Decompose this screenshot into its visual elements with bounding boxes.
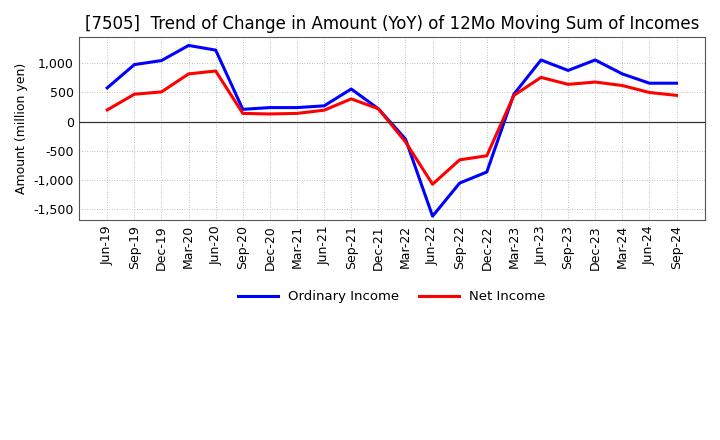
Net Income [482, 153, 491, 158]
Net Income [320, 107, 328, 113]
Ordinary Income [266, 105, 274, 110]
Line: Ordinary Income: Ordinary Income [107, 45, 677, 216]
Net Income [374, 106, 382, 111]
Ordinary Income [157, 58, 166, 63]
Ordinary Income [401, 136, 410, 142]
Net Income [564, 82, 572, 87]
Ordinary Income [347, 86, 356, 92]
Ordinary Income [645, 81, 654, 86]
Net Income [401, 139, 410, 144]
Ordinary Income [130, 62, 139, 67]
Net Income [184, 71, 193, 77]
Ordinary Income [238, 106, 247, 112]
Net Income [238, 111, 247, 116]
Ordinary Income [510, 92, 518, 97]
Ordinary Income [428, 213, 437, 219]
Title: [7505]  Trend of Change in Amount (YoY) of 12Mo Moving Sum of Incomes: [7505] Trend of Change in Amount (YoY) o… [85, 15, 699, 33]
Ordinary Income [103, 85, 112, 91]
Net Income [103, 107, 112, 113]
Ordinary Income [564, 68, 572, 73]
Net Income [510, 93, 518, 98]
Net Income [645, 90, 654, 95]
Net Income [591, 79, 600, 84]
Ordinary Income [536, 57, 545, 62]
Net Income [347, 96, 356, 102]
Y-axis label: Amount (million yen): Amount (million yen) [15, 63, 28, 194]
Ordinary Income [455, 180, 464, 186]
Net Income [157, 89, 166, 95]
Net Income [455, 157, 464, 162]
Ordinary Income [320, 103, 328, 109]
Ordinary Income [591, 57, 600, 62]
Ordinary Income [374, 106, 382, 111]
Net Income [130, 92, 139, 97]
Net Income [212, 68, 220, 73]
Ordinary Income [672, 81, 681, 86]
Net Income [266, 111, 274, 117]
Ordinary Income [618, 71, 626, 77]
Net Income [618, 83, 626, 88]
Net Income [428, 182, 437, 187]
Net Income [293, 111, 302, 116]
Ordinary Income [184, 43, 193, 48]
Ordinary Income [212, 48, 220, 53]
Legend: Ordinary Income, Net Income: Ordinary Income, Net Income [233, 285, 551, 309]
Net Income [536, 75, 545, 80]
Ordinary Income [482, 169, 491, 175]
Ordinary Income [293, 105, 302, 110]
Line: Net Income: Net Income [107, 71, 677, 184]
Net Income [672, 93, 681, 98]
